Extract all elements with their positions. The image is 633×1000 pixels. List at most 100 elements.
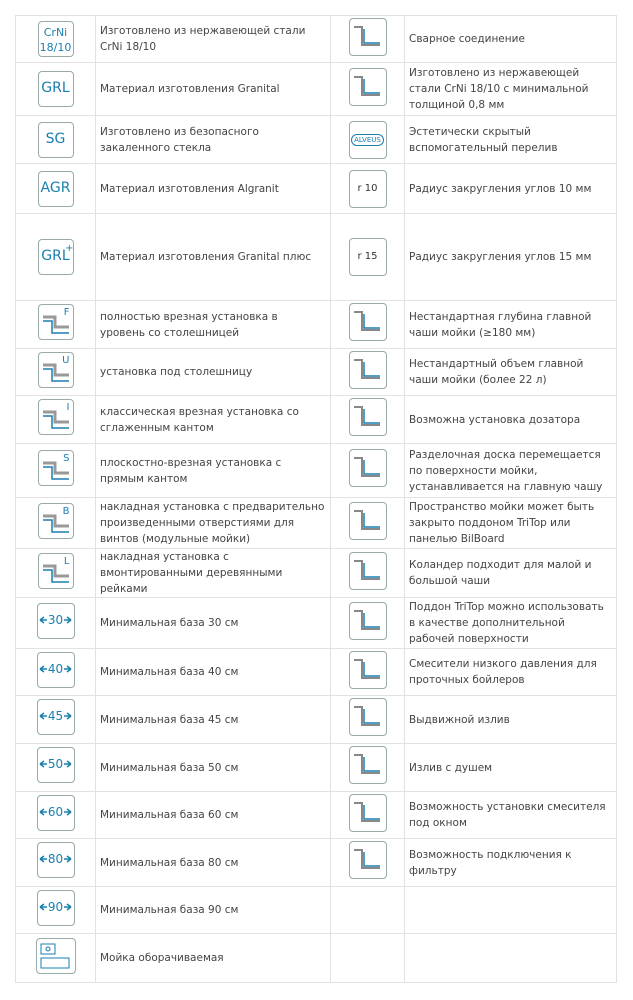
icon-box: SG [37,121,74,158]
icon-label: B [62,505,70,517]
icon-cell [330,62,405,116]
icon-graphic [42,461,69,480]
icon-cell: L [15,548,96,598]
icon-label: GRL [41,248,70,264]
icon-cell: B [15,497,96,549]
icon-label: 50 [47,757,64,771]
icon-box: S [37,450,74,486]
icon-label: S [63,453,70,464]
icon-box: GRL + [37,239,74,275]
description: накладная установка с предварительно про… [95,497,331,549]
icon-graphic [353,609,380,630]
icon-graphic [353,457,380,477]
icon-label: AGR [40,179,71,196]
icon-box: 50 [36,747,75,783]
description [404,886,617,934]
description: Минимальная база 80 см [95,838,331,887]
description: Смесители низкого давления для проточных… [404,648,617,696]
table-row: 60 Минимальная база 60 см Возможность уста… [15,791,617,839]
description: Материал изготовления Granital [95,62,331,116]
icon-box: 45 [36,699,75,735]
description: Разделочная доска перемещается по поверх… [404,443,617,498]
table-row: AGR Материал изготовления Algranit r 10 Рад… [15,163,617,214]
icon-box: ALVEUS [348,120,387,159]
description: Нестандартная глубина главной чаши мойки… [404,300,617,349]
icon-box: 60 [36,794,75,831]
icon-box [348,449,387,487]
icon-cell: 50 [15,743,96,792]
icon-cell: 60 [15,791,96,839]
icon-graphic [353,754,380,774]
icon-box: CrNi 18/10 [37,21,74,57]
icon-cell: 45 [15,695,96,744]
icon-cell [330,395,405,444]
icon-box [348,650,387,689]
icon-label: CrNi [43,26,68,39]
table-row: GRL Материал изготовления Granital Изготов… [15,62,617,116]
description: Изготовлено из безопасного закаленного с… [95,115,331,164]
description: Минимальная база 40 см [95,648,331,696]
table-row: CrNi 18/10 Изготовлено из нержавеющей стал… [15,15,617,63]
icon-box: U [37,351,74,388]
icon-graphic [353,849,380,869]
icon-graphic [353,509,380,530]
icon-cell [330,791,405,839]
icon-label: 40 [47,661,64,676]
description: Колaндер подходит для малой и большой ча… [404,548,617,598]
icon-graphic [42,564,69,583]
icon-graphic [39,855,71,863]
feature-table: CrNi 18/10 Изготовлено из нержавеющей стал… [15,15,617,983]
icon-box [348,67,387,106]
icon-box: B [37,502,74,539]
table-row: SG Изготовлено из безопасного закаленного… [15,115,617,164]
icon-label: SG [45,130,66,147]
icon-cell: GRL + [15,213,96,301]
icon-cell: 80 [15,838,96,887]
icon-graphic [42,410,69,429]
icon-cell: GRL [15,62,96,116]
icon-box [348,303,387,341]
icon-label: r 10 [357,182,378,194]
icon-cell: r 10 [330,163,405,214]
icon-box: AGR [37,170,74,207]
description: Выдвижной излив [404,695,617,744]
description: классическая врезная установка со сглаже… [95,395,331,444]
icon-cell [15,933,96,983]
description: установка под столешницу [95,348,331,396]
table-row: Мойка оборачиваемая [15,933,617,983]
table-row: 30 Минимальная база 30 см Поддон TriTop мо… [15,597,617,649]
table-row: 90 Минимальная база 90 см [15,886,617,934]
icon-box [348,17,387,56]
icon-label: I [66,402,70,413]
icon-graphic [39,807,71,816]
description: Радиус закругления углов 10 мм [404,163,617,214]
description: Радиус закругления углов 15 мм [404,213,617,301]
icon-cell: ALVEUS [330,115,405,164]
icon-box: F [37,304,74,340]
icon-box [348,746,387,784]
icon-cell: SG [15,115,96,164]
icon-cell [330,300,405,349]
description: Материал изготовления Algranit [95,163,331,214]
icon-cell: S [15,443,96,498]
icon-cell [330,838,405,887]
icon-cell: U [15,348,96,396]
icon-box: 90 [36,889,75,926]
description: накладная установка с вмонтированными де… [95,548,331,598]
description: Минимальная база 90 см [95,886,331,934]
icon-box [348,793,387,832]
icon-cell [330,695,405,744]
description: Минимальная база 60 см [95,791,331,839]
description: Возможна установка дозатора [404,395,617,444]
icon-box: 40 [36,651,75,688]
icon-cell [330,597,405,649]
icon-superscript: + [65,243,74,254]
icon-box [35,937,76,974]
description: Излив с душем [404,743,617,792]
description: Материал изготовления Granital плюс [95,213,331,301]
icon-cell [330,648,405,696]
